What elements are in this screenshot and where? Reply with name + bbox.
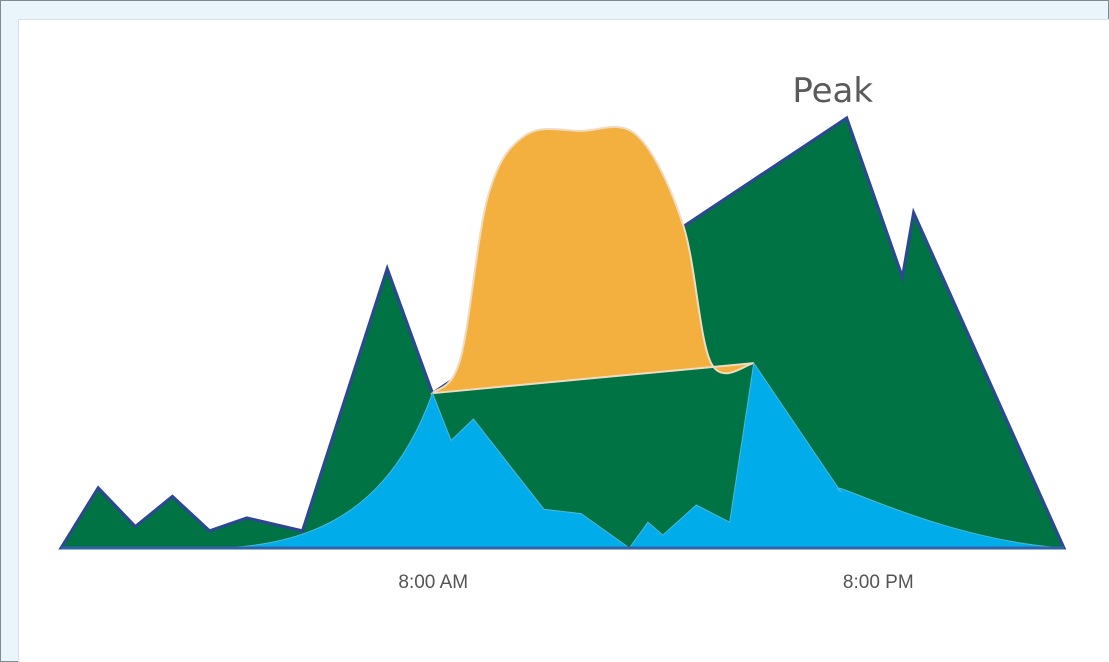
x-tick-label-8pm: 8:00 PM [843,572,914,593]
base-demand-area [61,361,1065,549]
chart-marks [58,115,1067,550]
x-tick-label-8am: 8:00 AM [398,572,468,593]
peak-annotation: Peak [792,71,873,111]
solar-generation-area [430,125,755,395]
